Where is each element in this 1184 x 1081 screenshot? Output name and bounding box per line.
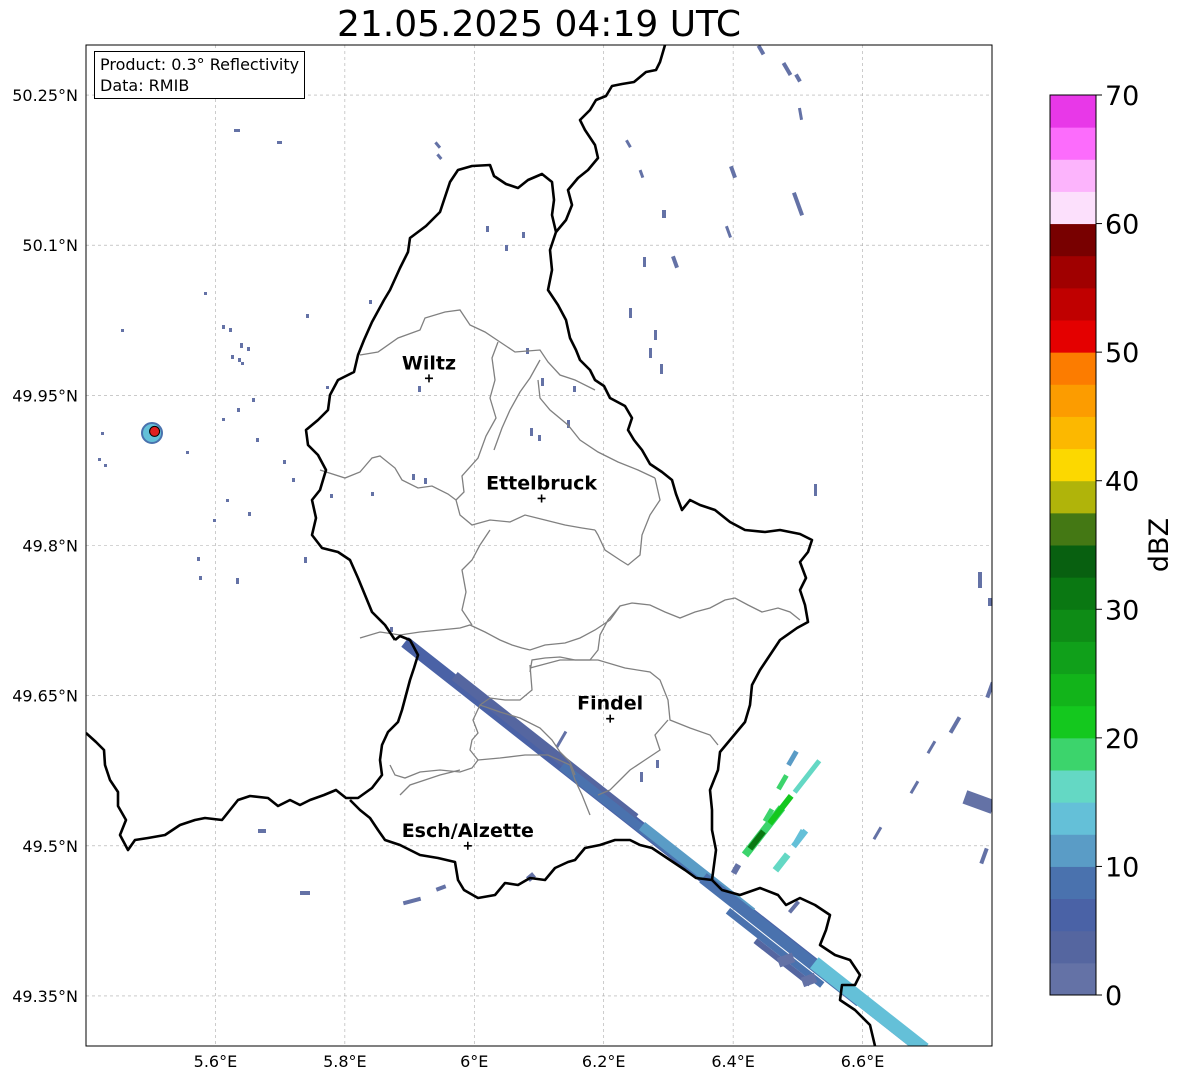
colorbar-segment <box>1050 416 1096 450</box>
colorbar-segment <box>1050 448 1096 482</box>
colorbar-segment <box>1050 834 1096 867</box>
colorbar-segment <box>1050 512 1096 546</box>
colorbar-segment <box>1050 223 1096 257</box>
colorbar-segment <box>1050 95 1096 128</box>
city-markers: Wiltz Ettelbruck Findel Esch/Alzette <box>402 352 643 850</box>
city-label: Esch/Alzette <box>402 820 534 842</box>
national-borders <box>86 45 877 1046</box>
colorbar-segment <box>1050 737 1096 771</box>
radar-echo-cell <box>747 829 766 851</box>
city-label: Ettelbruck <box>486 472 597 494</box>
colorbar-segment <box>1050 930 1096 964</box>
latitude-tick-label: 50.1°N <box>22 236 78 255</box>
colorbar-segment <box>1050 705 1096 739</box>
colorbar-segment <box>1050 287 1096 321</box>
colorbar-segment <box>1050 577 1096 610</box>
product-info-box: Product: 0.3° Reflectivity Data: RMIB <box>94 51 306 99</box>
colorbar-segment <box>1050 320 1096 353</box>
latitude-tick-label: 49.8°N <box>22 537 78 556</box>
colorbar-segment <box>1050 770 1096 803</box>
longitude-tick-label: 5.8°E <box>323 1052 367 1071</box>
colorbar-segment <box>1050 191 1096 225</box>
colorbar-tick-label: 10 <box>1105 852 1139 883</box>
radar-echoes <box>98 45 992 1046</box>
map-title: 21.05.2025 04:19 UTC <box>336 4 742 45</box>
radar-echo-cell <box>772 852 791 873</box>
latitude-tick-label: 49.35°N <box>12 987 78 1006</box>
map-frame <box>85 44 993 1047</box>
colorbar-segment <box>1050 802 1096 835</box>
city-label: Findel <box>577 693 643 715</box>
longitude-tick-label: 6.2°E <box>582 1052 626 1071</box>
colorbar-segment <box>1050 866 1096 900</box>
latitude-tick-label: 49.95°N <box>12 386 78 405</box>
city-marker-icon <box>424 374 433 383</box>
latitude-tick-label: 49.5°N <box>22 837 78 856</box>
colorbar-segment <box>1050 545 1096 578</box>
colorbar-segment <box>1050 898 1096 932</box>
latitude-tick-label: 50.25°N <box>12 86 78 105</box>
colorbar-segment <box>1050 384 1096 417</box>
colorbar-segment <box>1050 159 1096 192</box>
colorbar-segment <box>1050 641 1096 675</box>
radar-echo-cell <box>792 759 822 794</box>
product-label: Product: 0.3° Reflectivity <box>100 55 300 74</box>
map-gridlines <box>86 45 992 1046</box>
colorbar: 0 10 20 30 40 50 60 70 dBZ <box>1049 81 1175 1012</box>
data-source-label: Data: RMIB <box>100 76 190 95</box>
radar-echo-streak <box>962 790 992 814</box>
longitude-tick-labels: 5.6°E 5.8°E 6°E 6.2°E 6.4°E 6.6°E <box>194 1052 885 1071</box>
colorbar-segment <box>1050 962 1096 996</box>
colorbar-segment <box>1050 480 1096 514</box>
radar-site-marker <box>149 425 161 437</box>
latitude-tick-label: 49.65°N <box>12 687 78 706</box>
colorbar-title: dBZ <box>1144 518 1175 572</box>
radar-echo-streak <box>725 908 825 988</box>
longitude-tick-label: 6°E <box>460 1052 488 1071</box>
latitude-tick-labels: 49.35°N 49.5°N 49.65°N 49.8°N 49.95°N 50.1°N 5… <box>12 86 78 1006</box>
colorbar-tick-label: 20 <box>1105 724 1139 755</box>
colorbar-segment <box>1050 255 1096 289</box>
city-label: Wiltz <box>402 352 456 374</box>
colorbar-frame <box>1049 94 1097 996</box>
longitude-tick-label: 6.4°E <box>711 1052 755 1071</box>
city-marker-icon <box>606 714 615 723</box>
radar-echo-cell <box>767 794 794 826</box>
colorbar-tick-label: 60 <box>1105 210 1139 241</box>
city-marker-icon <box>537 494 546 503</box>
colorbar-tick-label: 50 <box>1105 338 1139 369</box>
radar-echo-streak <box>809 957 929 1046</box>
colorbar-tick-label: 40 <box>1105 467 1139 498</box>
radar-speckle <box>98 45 992 988</box>
longitude-tick-label: 5.6°E <box>194 1052 238 1071</box>
colorbar-segment <box>1050 609 1096 642</box>
longitude-tick-label: 6.6°E <box>841 1052 885 1071</box>
colorbar-segment <box>1050 127 1096 160</box>
colorbar-segment <box>1050 673 1096 707</box>
city-marker-icon <box>463 841 472 850</box>
colorbar-tick-label: 30 <box>1105 595 1139 626</box>
colorbar-tick-label: 0 <box>1105 981 1122 1012</box>
canton-borders <box>319 309 801 816</box>
colorbar-segment <box>1050 352 1096 385</box>
colorbar-tick-label: 70 <box>1105 81 1139 112</box>
